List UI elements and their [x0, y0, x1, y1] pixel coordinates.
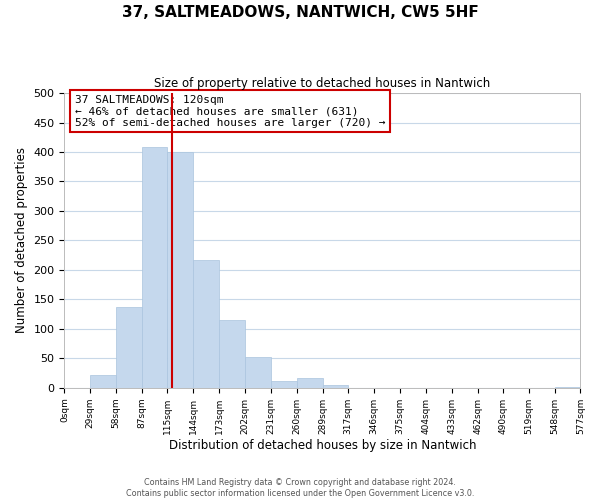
X-axis label: Distribution of detached houses by size in Nantwich: Distribution of detached houses by size … [169, 440, 476, 452]
Bar [271, 381, 297, 388]
Bar [323, 385, 348, 388]
Y-axis label: Number of detached properties: Number of detached properties [15, 148, 28, 334]
Bar [554, 386, 580, 388]
Title: Size of property relative to detached houses in Nantwich: Size of property relative to detached ho… [154, 78, 491, 90]
Text: 37 SALTMEADOWS: 120sqm
← 46% of detached houses are smaller (631)
52% of semi-de: 37 SALTMEADOWS: 120sqm ← 46% of detached… [75, 94, 385, 128]
Bar [193, 260, 219, 388]
Bar [142, 148, 167, 388]
Bar [116, 307, 142, 388]
Bar [219, 320, 245, 388]
Bar [167, 152, 193, 388]
Bar [91, 375, 116, 388]
Bar [297, 378, 323, 388]
Bar [245, 357, 271, 388]
Text: Contains HM Land Registry data © Crown copyright and database right 2024.
Contai: Contains HM Land Registry data © Crown c… [126, 478, 474, 498]
Text: 37, SALTMEADOWS, NANTWICH, CW5 5HF: 37, SALTMEADOWS, NANTWICH, CW5 5HF [122, 5, 478, 20]
